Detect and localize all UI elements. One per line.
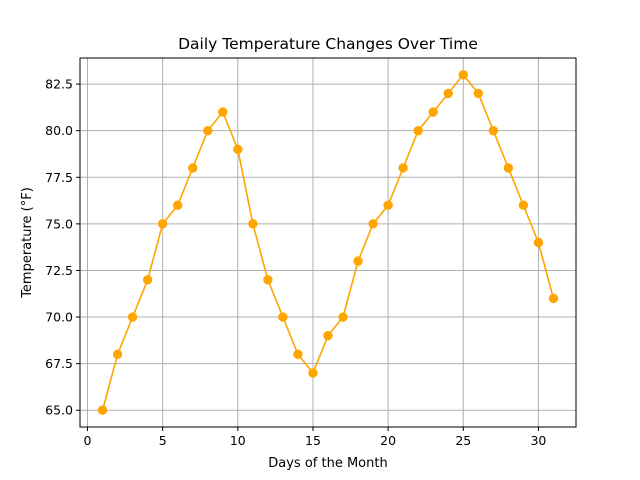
y-tick-label: 77.5 bbox=[45, 170, 73, 185]
x-axis-label: Days of the Month bbox=[268, 456, 387, 471]
y-tick-label: 72.5 bbox=[45, 263, 73, 278]
y-tick-label: 82.5 bbox=[45, 77, 73, 92]
data-point bbox=[338, 312, 348, 322]
data-point bbox=[127, 312, 138, 322]
data-point bbox=[458, 70, 468, 80]
data-point bbox=[548, 293, 559, 304]
data-point bbox=[503, 163, 514, 173]
x-tick-label: 5 bbox=[159, 433, 167, 448]
y-tick-label: 75.0 bbox=[45, 216, 73, 231]
data-point bbox=[278, 312, 288, 322]
x-tick-label: 10 bbox=[230, 433, 246, 448]
data-point bbox=[248, 219, 258, 229]
y-axis-label: Temperature (°F) bbox=[20, 187, 35, 299]
data-point bbox=[383, 200, 393, 210]
data-point bbox=[428, 107, 438, 117]
data-point bbox=[368, 219, 378, 229]
data-point bbox=[398, 163, 408, 173]
y-tick-label: 70.0 bbox=[45, 310, 73, 325]
x-tick-label: 0 bbox=[84, 433, 92, 448]
data-point bbox=[203, 125, 213, 136]
data-point bbox=[413, 125, 423, 136]
y-tick-label: 67.5 bbox=[45, 356, 73, 371]
data-point bbox=[308, 368, 318, 378]
x-tick-label: 20 bbox=[380, 433, 396, 448]
data-point bbox=[293, 349, 303, 360]
chart-title: Daily Temperature Changes Over Time bbox=[178, 35, 478, 53]
data-point bbox=[518, 200, 529, 210]
data-point bbox=[533, 237, 544, 248]
x-tick-label: 25 bbox=[455, 433, 471, 448]
data-point bbox=[473, 88, 484, 99]
data-point bbox=[142, 275, 153, 285]
data-point bbox=[488, 125, 499, 136]
data-point bbox=[172, 200, 183, 210]
data-point bbox=[157, 219, 168, 229]
data-point bbox=[233, 144, 243, 155]
data-point bbox=[97, 405, 108, 415]
data-point bbox=[263, 275, 273, 285]
plot-area-frame bbox=[79, 57, 577, 428]
data-point bbox=[218, 107, 228, 117]
y-tick-label: 65.0 bbox=[45, 403, 73, 418]
data-point bbox=[353, 256, 363, 266]
axis-ticks: 0 5 10 15 20 25 30 65.0 67.5 70.0 72.5 75.0 77.5 80.0… bbox=[45, 77, 546, 448]
x-tick-label: 30 bbox=[530, 433, 546, 448]
data-point bbox=[443, 88, 453, 99]
data-point bbox=[323, 330, 333, 341]
data-point bbox=[112, 349, 123, 360]
y-tick-label: 80.0 bbox=[45, 123, 73, 138]
series-layer bbox=[97, 70, 559, 415]
x-tick-label: 15 bbox=[305, 433, 321, 448]
data-point bbox=[188, 163, 198, 173]
